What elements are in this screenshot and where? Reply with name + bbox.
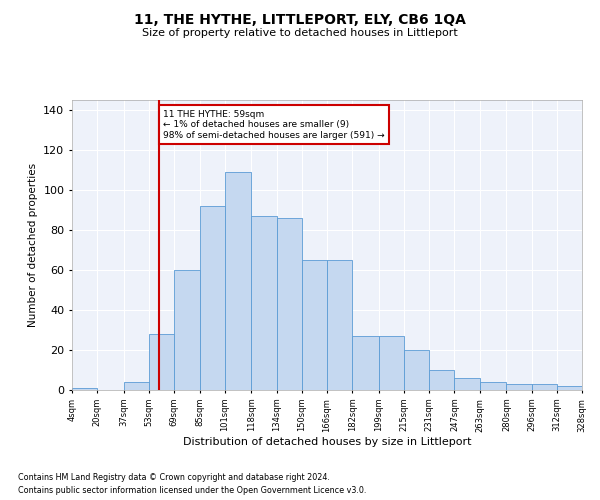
Bar (224, 172, 251, 390)
Bar (149, 334, 175, 390)
Bar (532, 384, 557, 390)
Bar (72, 388, 97, 390)
Text: Contains HM Land Registry data © Crown copyright and database right 2024.: Contains HM Land Registry data © Crown c… (18, 474, 330, 482)
Bar (302, 260, 327, 390)
X-axis label: Distribution of detached houses by size in Littleport: Distribution of detached houses by size … (183, 437, 471, 447)
Bar (379, 336, 404, 390)
Bar (175, 270, 199, 390)
Bar (506, 384, 532, 390)
Y-axis label: Number of detached properties: Number of detached properties (28, 163, 38, 327)
Bar (557, 386, 582, 390)
Bar (277, 218, 302, 390)
Text: 11 THE HYTHE: 59sqm
← 1% of detached houses are smaller (9)
98% of semi-detached: 11 THE HYTHE: 59sqm ← 1% of detached hou… (163, 110, 385, 140)
Bar (199, 206, 224, 390)
Bar (124, 382, 149, 390)
Bar (455, 378, 479, 390)
Text: Size of property relative to detached houses in Littleport: Size of property relative to detached ho… (142, 28, 458, 38)
Bar (251, 216, 277, 390)
Bar (479, 382, 506, 390)
Bar (404, 350, 430, 390)
Bar (582, 388, 600, 390)
Bar (352, 336, 379, 390)
Bar (327, 260, 352, 390)
Text: 11, THE HYTHE, LITTLEPORT, ELY, CB6 1QA: 11, THE HYTHE, LITTLEPORT, ELY, CB6 1QA (134, 12, 466, 26)
Text: Contains public sector information licensed under the Open Government Licence v3: Contains public sector information licen… (18, 486, 367, 495)
Bar (430, 370, 455, 390)
